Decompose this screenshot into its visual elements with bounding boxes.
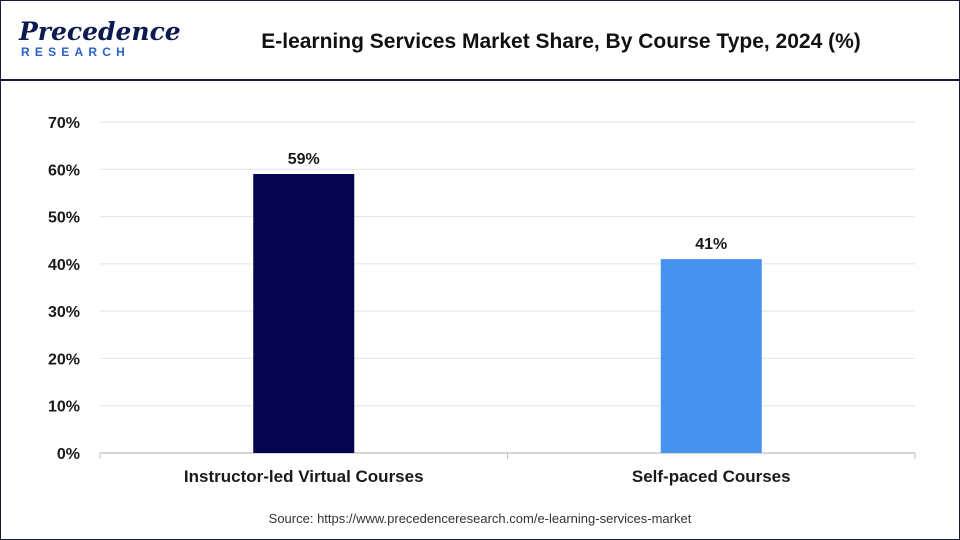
header-divider bbox=[1, 79, 959, 81]
logo-wordmark: Precedence bbox=[19, 17, 181, 46]
header: Precedence RESEARCH E-learning Services … bbox=[1, 1, 959, 79]
x-category-label: Instructor-led Virtual Courses bbox=[184, 467, 424, 486]
chart-title: E-learning Services Market Share, By Cou… bbox=[261, 30, 861, 53]
data-label: 59% bbox=[288, 151, 320, 168]
logo-subtitle: RESEARCH bbox=[21, 45, 130, 59]
precedence-research-logo: Precedence RESEARCH bbox=[19, 19, 181, 63]
data-label: 41% bbox=[695, 236, 727, 253]
y-tick-label: 0% bbox=[57, 446, 80, 463]
y-tick-label: 20% bbox=[48, 351, 80, 368]
bar bbox=[660, 259, 762, 453]
source-note: Source: https://www.precedenceresearch.c… bbox=[268, 511, 692, 526]
y-tick-label: 70% bbox=[48, 115, 80, 132]
y-tick-label: 60% bbox=[48, 162, 80, 179]
y-tick-label: 10% bbox=[48, 399, 80, 416]
y-tick-label: 40% bbox=[48, 257, 80, 274]
y-tick-label: 50% bbox=[48, 210, 80, 227]
bar bbox=[253, 174, 355, 453]
x-category-label: Self-paced Courses bbox=[632, 467, 791, 486]
y-tick-label: 30% bbox=[48, 304, 80, 321]
